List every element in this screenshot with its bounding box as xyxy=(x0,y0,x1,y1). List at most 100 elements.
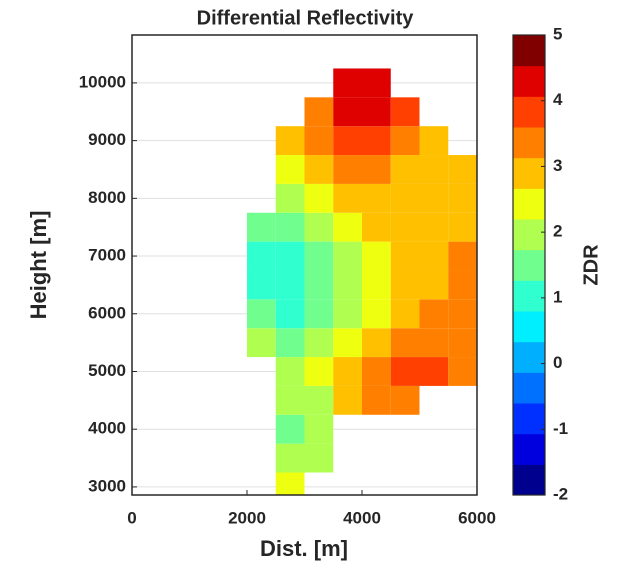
heatmap-cell xyxy=(275,212,305,242)
heatmap-cell xyxy=(275,126,305,156)
heatmap-cell xyxy=(362,68,391,98)
heatmap-cell xyxy=(390,270,420,300)
colorbar-tick-label: -1 xyxy=(553,419,568,438)
heatmap-cell xyxy=(304,443,334,473)
heatmap-cell xyxy=(275,443,305,473)
heatmap-cell xyxy=(333,183,362,213)
y-tick-label: 8000 xyxy=(88,188,126,207)
heatmap-cell xyxy=(419,126,449,156)
heatmap-cell xyxy=(390,97,420,127)
heatmap-cell xyxy=(448,183,477,213)
x-tick-label: 0 xyxy=(127,508,136,527)
heatmap-cell xyxy=(304,212,334,242)
heatmap-cell xyxy=(275,299,305,329)
heatmap-cell xyxy=(247,328,276,358)
x-tick-label: 4000 xyxy=(343,508,381,527)
colorbar-segment xyxy=(513,96,545,128)
heatmap-cell xyxy=(448,328,477,358)
heatmap-cell xyxy=(333,385,362,415)
colorbar-tick-label: 0 xyxy=(553,353,562,372)
heatmap-cell xyxy=(362,328,391,358)
x-tick-label: 2000 xyxy=(228,508,266,527)
heatmap-cell xyxy=(333,299,362,329)
x-tick-label: 6000 xyxy=(458,508,496,527)
heatmap-cell xyxy=(419,183,449,213)
heatmap-cell xyxy=(333,212,362,242)
heatmap-cell xyxy=(419,241,449,271)
heatmap-cell xyxy=(304,385,334,415)
plot-frame xyxy=(131,34,478,496)
heatmap-cell xyxy=(333,328,362,358)
heatmap-cell xyxy=(419,212,449,242)
heatmap-cell xyxy=(275,155,305,184)
heatmap-cell xyxy=(275,183,305,213)
heatmap-cell xyxy=(333,126,362,156)
heatmap-cell xyxy=(275,414,305,444)
colorbar-segment xyxy=(513,341,545,373)
colorbar-tick-label: 1 xyxy=(553,287,562,306)
heatmap-cell xyxy=(333,68,362,98)
heatmap-cell xyxy=(362,155,391,184)
heatmap-cell xyxy=(333,270,362,300)
heatmap-cell xyxy=(247,270,276,300)
heatmap-cell xyxy=(275,385,305,415)
y-tick-label: 6000 xyxy=(88,303,126,322)
x-axis-label: Dist. [m] xyxy=(260,536,348,561)
heatmap-cell xyxy=(362,97,391,127)
heatmap-cell xyxy=(362,212,391,242)
heatmap-cell xyxy=(247,241,276,271)
heatmap-cell xyxy=(390,241,420,271)
heatmap-cell xyxy=(362,241,391,271)
heatmap-cell xyxy=(390,155,420,184)
heatmap-cell xyxy=(362,357,391,386)
colorbar-segment xyxy=(513,249,545,281)
heatmap-cell xyxy=(448,155,477,184)
heatmap-cell xyxy=(304,183,334,213)
heatmap-cell xyxy=(390,183,420,213)
heatmap-cell xyxy=(362,299,391,329)
heatmap-cell xyxy=(333,155,362,184)
heatmap-cell xyxy=(304,299,334,329)
heatmap-cell xyxy=(419,299,449,329)
heatmap-cell xyxy=(275,241,305,271)
heatmap-cell xyxy=(419,357,449,386)
heatmap-cell xyxy=(448,270,477,300)
heatmap-cell xyxy=(448,241,477,271)
heatmap-cell xyxy=(448,212,477,242)
heatmap-cell xyxy=(304,414,334,444)
heatmap-cell xyxy=(275,270,305,300)
colorbar-segment xyxy=(513,311,545,343)
y-axis-label: Height [m] xyxy=(26,211,51,320)
heatmap-cell xyxy=(362,126,391,156)
heatmap-cell xyxy=(333,357,362,386)
chart-title: Differential Reflectivity xyxy=(197,7,415,29)
y-tick-label: 3000 xyxy=(88,476,126,495)
heatmap-cell xyxy=(304,155,334,184)
colorbar-tick-label: 5 xyxy=(553,24,562,43)
heatmap-cell xyxy=(304,241,334,271)
heatmap-cell xyxy=(304,328,334,358)
heatmap-cell xyxy=(390,299,420,329)
y-tick-label: 4000 xyxy=(88,419,126,438)
colorbar-segment xyxy=(513,219,545,251)
colorbar-tick-label: 3 xyxy=(553,156,562,175)
y-tick-label: 7000 xyxy=(88,246,126,265)
heatmap-cell xyxy=(448,357,477,386)
heatmap-cell xyxy=(390,328,420,358)
heatmap-cell xyxy=(419,270,449,300)
heatmap-cell xyxy=(275,357,305,386)
heatmap-cell xyxy=(275,328,305,358)
heatmap-cell xyxy=(448,299,477,329)
heatmap-cell xyxy=(419,155,449,184)
colorbar-segment xyxy=(513,433,545,465)
colorbar-tick-label: 4 xyxy=(553,90,563,109)
heatmap-cell xyxy=(419,328,449,358)
colorbar-segment xyxy=(513,65,545,97)
heatmap-cell xyxy=(247,299,276,329)
colorbar-segment xyxy=(513,35,545,67)
heatmap-cell xyxy=(390,385,420,415)
colorbar-segment xyxy=(513,464,545,496)
y-tick-label: 5000 xyxy=(88,361,126,380)
colorbar-tick-label: -2 xyxy=(553,484,568,503)
